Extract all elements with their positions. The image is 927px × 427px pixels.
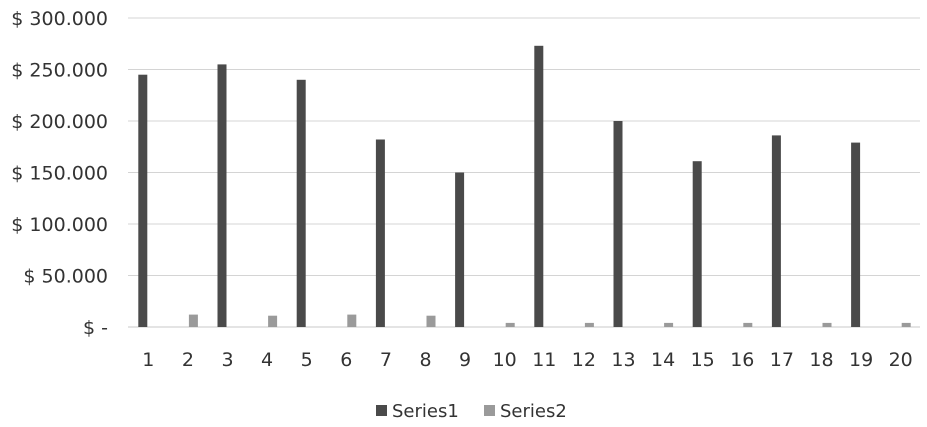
x-tick-label: 13 [611, 349, 635, 371]
x-tick-label: 3 [221, 349, 233, 371]
x-tick-label: 2 [182, 349, 194, 371]
bar-series2-10 [505, 322, 515, 327]
legend-swatch-series2 [484, 405, 495, 416]
bar-series2-14 [664, 322, 674, 327]
bar-series2-2 [188, 314, 198, 327]
x-tick-label: 12 [572, 349, 596, 371]
y-tick-label: $ 100.000 [11, 214, 108, 236]
y-tick-label: $ 50.000 [23, 266, 108, 288]
x-tick-label: 16 [730, 349, 754, 371]
bar-series1-17 [771, 135, 781, 327]
bar-series1-1 [138, 74, 148, 327]
bar-series1-19 [851, 142, 861, 327]
bar-series2-20 [901, 322, 911, 327]
bar-series2-6 [347, 314, 357, 327]
bars [138, 45, 911, 328]
x-tick-label: 5 [301, 349, 313, 371]
x-tick-label: 18 [809, 349, 833, 371]
x-axis: 1 2 3 4 5 6 7 8 9 10 11 12 13 14 15 16 17 18 19 20 [142, 349, 913, 371]
legend-swatch-series1 [376, 405, 387, 416]
bar-series1-3 [217, 64, 227, 328]
bar-series1-7 [375, 139, 385, 327]
bar-series2-18 [822, 322, 832, 327]
x-tick-label: 6 [340, 349, 352, 371]
x-tick-label: 10 [493, 349, 517, 371]
bar-series1-11 [534, 45, 544, 328]
x-tick-label: 14 [651, 349, 675, 371]
x-tick-label: 8 [419, 349, 431, 371]
x-tick-label: 20 [889, 349, 913, 371]
legend-label-series2: Series2 [500, 401, 567, 422]
gridlines [128, 17, 920, 328]
y-tick-label: $ 300.000 [11, 8, 108, 30]
x-tick-label: 1 [142, 349, 154, 371]
bar-series2-12 [584, 322, 594, 327]
bar-series1-5 [296, 79, 306, 327]
y-tick-label: $ 150.000 [11, 163, 108, 185]
bar-series1-15 [692, 161, 702, 327]
bar-series1-9 [455, 172, 465, 327]
x-tick-label: 9 [459, 349, 471, 371]
bar-series2-8 [426, 315, 436, 327]
x-tick-label: 11 [532, 349, 556, 371]
y-tick-label: $ 200.000 [11, 111, 108, 133]
legend-label-series1: Series1 [392, 401, 459, 422]
x-tick-label: 7 [380, 349, 392, 371]
bar-series1-13 [613, 121, 623, 327]
x-tick-label: 17 [770, 349, 794, 371]
y-tick-label: $ - [83, 317, 108, 339]
bar-series2-4 [268, 315, 278, 327]
x-tick-label: 19 [849, 349, 873, 371]
bar-series2-16 [743, 322, 753, 327]
x-tick-label: 4 [261, 349, 273, 371]
legend: Series1 Series2 [376, 401, 567, 422]
y-axis: $ - $ 50.000 $ 100.000 $ 150.000 $ 200.000 $ … [11, 8, 108, 339]
x-tick-label: 15 [691, 349, 715, 371]
y-tick-label: $ 250.000 [11, 60, 108, 82]
